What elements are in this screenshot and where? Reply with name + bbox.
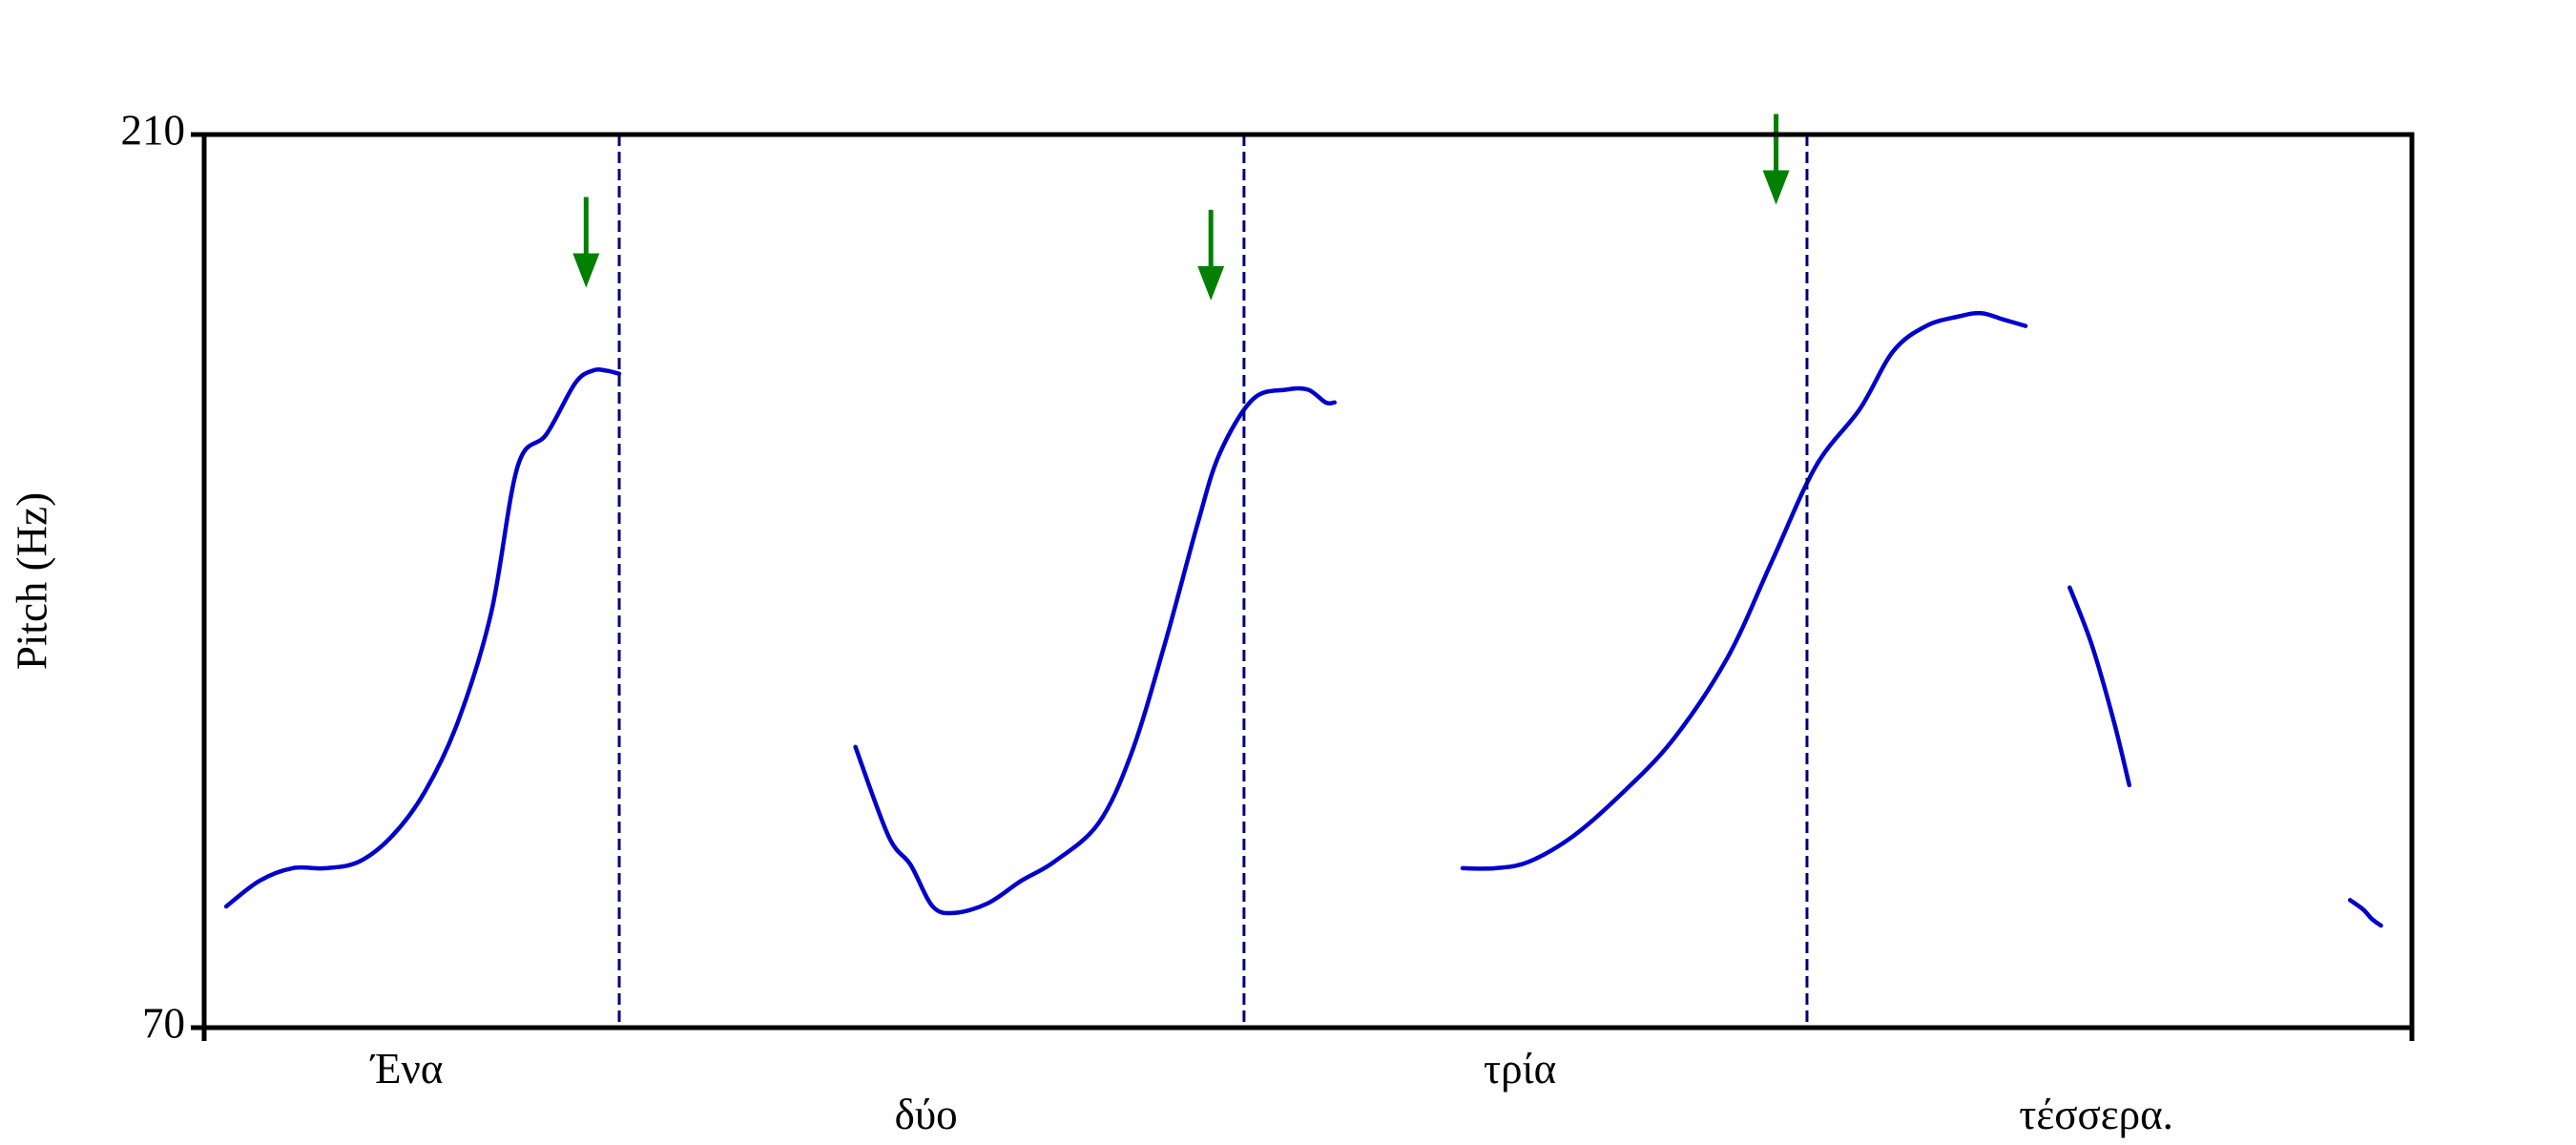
pitch-contour-1 <box>223 366 622 909</box>
plot-frame <box>201 132 2415 1030</box>
y-tick-label-70: 70 <box>142 999 185 1047</box>
word-label-2: δύο <box>895 1091 958 1138</box>
word-label-3: τρία <box>1484 1045 1556 1093</box>
accent-arrow-3 <box>1762 114 1790 205</box>
word-label-4: τέσσερα. <box>2019 1091 2173 1138</box>
word-boundaries <box>617 135 1809 1028</box>
pitch-contour-3 <box>1460 310 2028 871</box>
accent-arrow-1 <box>572 197 600 288</box>
y-axis-label: Pitch (Hz) <box>8 492 55 670</box>
accent-arrow-head <box>572 253 600 288</box>
word-labels: Ένα δύο τρία τέσσερα. <box>369 1045 2173 1138</box>
pitch-curves <box>223 310 2383 928</box>
pitch-contour-2 <box>853 385 1338 916</box>
accent-arrow-2 <box>1197 209 1225 301</box>
accent-arrow-head <box>1197 265 1225 301</box>
pitch-contour-4 <box>2067 585 2132 788</box>
accent-arrows <box>572 114 1790 301</box>
accent-arrow-head <box>1762 170 1790 205</box>
pitch-contour-5 <box>2347 898 2383 928</box>
word-label-1: Ένα <box>369 1045 443 1093</box>
y-tick-label-210: 210 <box>121 106 186 154</box>
